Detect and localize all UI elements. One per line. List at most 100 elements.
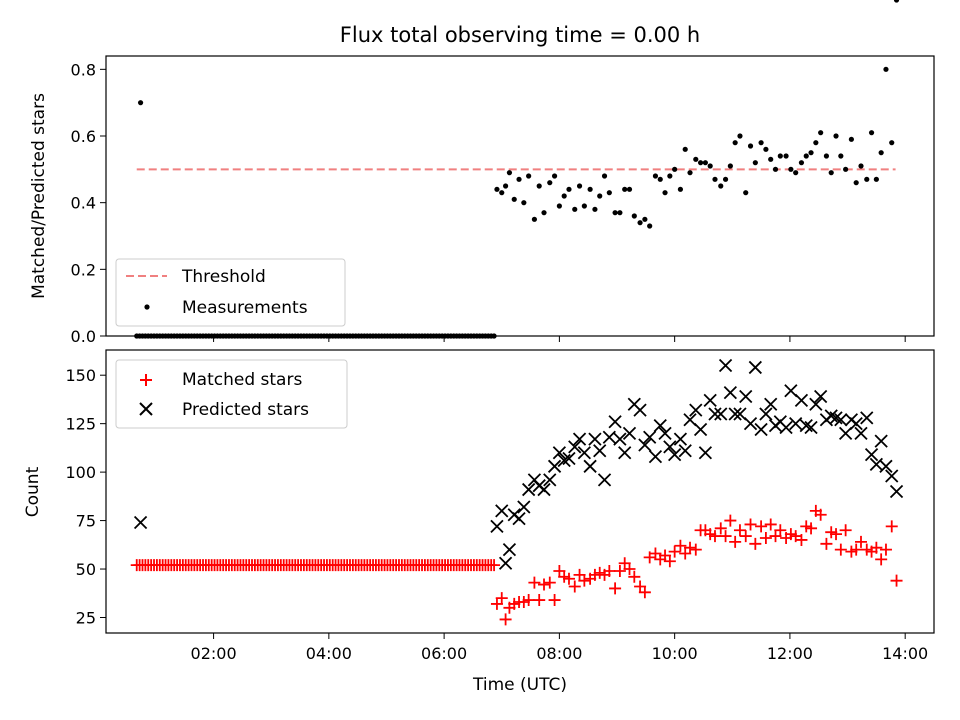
measurement-point bbox=[823, 153, 830, 159]
top-legend-box bbox=[115, 258, 346, 327]
measurement-point bbox=[768, 156, 774, 162]
matched-star-point bbox=[562, 572, 575, 585]
measurement-point bbox=[677, 186, 684, 192]
bottom-y-tick-label: 25 bbox=[76, 608, 96, 627]
bottom-y-ticks: 25 50 75 100 125 150 bbox=[65, 366, 106, 627]
measurement-point bbox=[511, 196, 517, 202]
bottom-axes-frame bbox=[105, 349, 935, 634]
measurement-point bbox=[667, 173, 673, 179]
measurement-point bbox=[622, 186, 628, 192]
matched-star-point bbox=[499, 613, 512, 626]
matched-star-point bbox=[764, 518, 777, 531]
measurement-point bbox=[864, 176, 870, 182]
predicted-star-point bbox=[824, 409, 838, 423]
measurement-point bbox=[737, 133, 743, 139]
matched-star-point bbox=[724, 514, 737, 527]
predicted-star-point bbox=[689, 403, 703, 417]
predicted-star-point bbox=[885, 469, 899, 483]
measurement-point bbox=[137, 100, 144, 106]
matched-star-point bbox=[603, 564, 616, 577]
predicted-star-point bbox=[490, 519, 504, 534]
measurement-point bbox=[572, 206, 578, 212]
top-y-ticks: 0.0 0.2 0.4 0.6 0.8 bbox=[71, 60, 106, 346]
measurement-point bbox=[843, 166, 849, 172]
bottom-y-tick-label: 125 bbox=[65, 415, 96, 434]
predicted-star-point bbox=[743, 417, 758, 431]
predicted-star-point bbox=[678, 444, 692, 458]
legend-predicted-label: Predicted stars bbox=[182, 400, 309, 420]
measurement-point bbox=[803, 153, 809, 159]
measurement-point bbox=[853, 180, 859, 186]
measurement-point bbox=[587, 186, 593, 192]
measurement-point bbox=[601, 173, 608, 179]
measurement-point bbox=[536, 183, 542, 189]
x-axis-label: Time (UTC) bbox=[472, 675, 567, 695]
predicted-star-point bbox=[879, 459, 893, 473]
measurement-point bbox=[878, 150, 884, 156]
matched-star-point bbox=[749, 537, 762, 550]
x-tick-label: 06:00 bbox=[421, 644, 467, 663]
matched-star-point bbox=[689, 543, 702, 556]
predicted-star-point bbox=[874, 434, 888, 448]
matched-star-point bbox=[719, 530, 732, 543]
predicted-star-point bbox=[588, 432, 602, 446]
matched-star-point bbox=[839, 524, 852, 537]
measurement-point bbox=[592, 206, 598, 212]
measurement-point bbox=[833, 133, 839, 139]
measurement-point bbox=[889, 140, 895, 146]
bottom-y-axis-label: Count bbox=[23, 466, 43, 517]
matched-star-point bbox=[684, 541, 697, 554]
measurement-point bbox=[566, 186, 572, 192]
bottom-x-ticks: 02:00 04:00 06:00 08:00 10:00 12:00 14:00 bbox=[191, 633, 928, 663]
measurement-point bbox=[718, 183, 724, 189]
bottom-y-tick-label: 50 bbox=[76, 560, 96, 579]
predicted-star-point bbox=[502, 543, 517, 557]
matched-star-point bbox=[739, 530, 752, 543]
measurement-point bbox=[707, 163, 713, 169]
predicted-star-point bbox=[653, 418, 667, 433]
measurement-point bbox=[502, 183, 509, 189]
top-y-tick-label: 0.2 bbox=[71, 260, 96, 279]
measurement-point bbox=[873, 176, 879, 182]
predicted-star-point bbox=[708, 407, 722, 421]
matched-star-point bbox=[533, 594, 546, 607]
measurement-point bbox=[672, 166, 678, 172]
measurement-point bbox=[647, 223, 653, 229]
top-y-tick-label: 0.0 bbox=[71, 327, 96, 346]
predicted-star-point bbox=[748, 360, 762, 375]
predicted-star-point bbox=[854, 426, 868, 440]
top-y-tick-label: 0.4 bbox=[71, 194, 96, 213]
measurement-point bbox=[818, 130, 824, 136]
predicted-star-point bbox=[643, 430, 657, 444]
measurement-point bbox=[521, 200, 527, 206]
matched-star-point bbox=[674, 539, 687, 552]
measurement-point bbox=[783, 153, 789, 159]
bottom-panel: 25 50 75 100 125 150 02:00 04:00 06:00 08:00 10:0… bbox=[23, 349, 935, 695]
predicted-star-point bbox=[673, 432, 688, 446]
predicted-star-point bbox=[754, 422, 768, 437]
predicted-star-point bbox=[658, 426, 672, 440]
measurement-point bbox=[531, 216, 538, 222]
predicted-star-point bbox=[804, 420, 818, 435]
measurement-point bbox=[561, 193, 567, 199]
predicted-star-point bbox=[597, 473, 612, 487]
matched-star-point bbox=[755, 520, 768, 533]
measurement-point bbox=[727, 163, 733, 169]
predicted-star-point bbox=[562, 451, 576, 466]
predicted-star-point bbox=[864, 448, 879, 462]
predicted-star-point bbox=[693, 422, 708, 437]
predicted-star-point bbox=[613, 432, 627, 446]
matched-star-point bbox=[714, 522, 727, 535]
matched-star-point bbox=[495, 592, 508, 605]
matched-star-point bbox=[528, 576, 541, 589]
measurement-point bbox=[793, 170, 799, 176]
bottom-legend-box bbox=[115, 359, 348, 429]
predicted-star-point bbox=[799, 418, 813, 433]
bottom-y-tick-label: 75 bbox=[76, 512, 96, 531]
measurement-point bbox=[732, 140, 738, 146]
legend-threshold-label: Threshold bbox=[181, 267, 266, 287]
bottom-y-tick-label: 100 bbox=[65, 463, 96, 482]
x-tick-label: 10:00 bbox=[652, 644, 698, 663]
top-panel: 0.00.20.40.60.8 Matched/Predicted stars … bbox=[29, 0, 935, 346]
predicted-star-point bbox=[814, 389, 828, 404]
